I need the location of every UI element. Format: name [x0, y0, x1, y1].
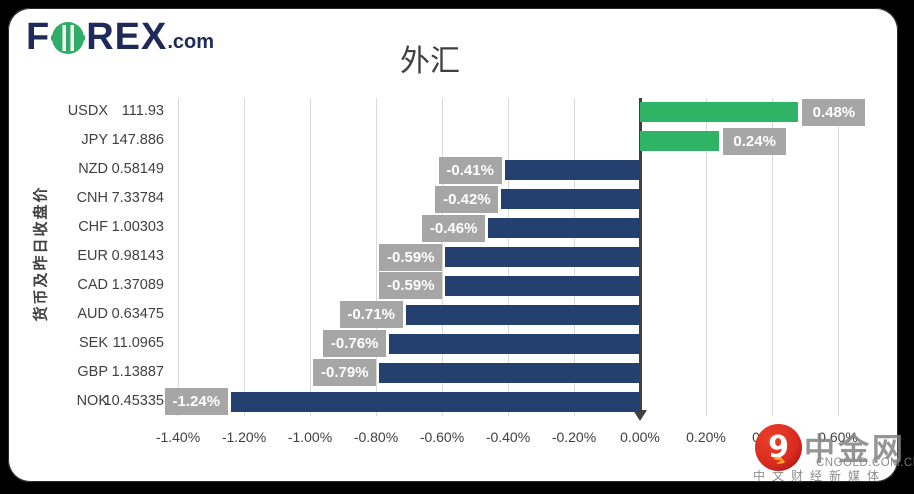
value-label-box: -0.59% [379, 272, 443, 300]
x-tick-label: -1.20% [221, 429, 267, 445]
x-gridline [244, 98, 245, 416]
x-gridline [838, 98, 839, 416]
x-tick-label: -0.80% [353, 429, 399, 445]
value-bar [405, 304, 640, 325]
x-tick-label: 0.60% [818, 429, 858, 445]
value-bar [640, 131, 720, 152]
row-close-value: 0.98143 [111, 248, 164, 264]
value-bar [501, 189, 640, 210]
value-bar [504, 160, 640, 181]
x-gridline [442, 98, 443, 416]
x-tick-label: -0.60% [419, 429, 465, 445]
x-gridline [772, 98, 773, 416]
x-gridline [706, 98, 707, 416]
value-label-box: -0.79% [313, 359, 377, 387]
value-label-box: -0.71% [339, 301, 403, 329]
row-category-label: CAD [77, 276, 108, 293]
watermark-domain: CNGOLD.COM.CN [816, 457, 914, 469]
value-bar [389, 333, 640, 354]
value-bar [379, 362, 640, 383]
row-category-label: NZD [78, 161, 108, 178]
row-close-value: 1.37089 [111, 276, 164, 293]
value-bar [445, 247, 640, 267]
x-gridline [310, 98, 311, 416]
row-category-label: AUD [77, 305, 108, 322]
value-label-box: -0.42% [435, 185, 499, 213]
watermark-name: 中金网 [804, 432, 906, 467]
zero-axis-arrow-icon [633, 410, 647, 421]
x-tick-label: 0.20% [686, 429, 726, 445]
row-close-value: 111.93 [121, 103, 164, 120]
row-category-label: CNH [76, 190, 108, 207]
x-gridline [376, 98, 377, 416]
x-tick-label: -1.40% [155, 429, 201, 445]
value-label-box: -1.24% [164, 388, 228, 416]
row-close-value: 1.00303 [111, 219, 164, 236]
row-close-value: 0.58149 [111, 161, 164, 178]
row-category-label: CHF [78, 219, 108, 236]
value-label-box: -0.59% [379, 243, 443, 271]
x-tick-label: -0.20% [551, 429, 597, 445]
value-bar [230, 391, 640, 412]
row-close-value: 1.13887 [111, 363, 164, 380]
row-category-label: SEK [78, 334, 108, 351]
row-close-value: 147.886 [111, 132, 164, 149]
row-close-value: 11.0965 [112, 334, 164, 351]
x-tick-label: 0.00% [620, 429, 660, 445]
value-label-box: -0.46% [422, 214, 486, 242]
row-category-label: JPY [81, 132, 108, 149]
value-bar [445, 275, 640, 296]
zero-axis-line [638, 98, 642, 411]
row-category-label: EUR [77, 248, 108, 264]
x-tick-label: -0.40% [485, 429, 531, 445]
value-label-box: 0.48% [802, 98, 866, 126]
forex-o-icon [51, 22, 86, 54]
row-category-label: NOK [76, 392, 108, 409]
cngold-logo-icon: 9 [755, 424, 802, 471]
x-gridline [178, 98, 179, 416]
value-bar [488, 218, 640, 239]
watermark-tagline: 中文财经新媒体 [753, 469, 887, 483]
logo-text-rex: REX [86, 16, 168, 58]
logo-text-f: F [26, 16, 51, 58]
x-tick-label: -1.00% [287, 429, 333, 445]
logo-text-com: .com [167, 31, 215, 53]
row-close-value: 10.45335 [103, 392, 164, 409]
value-label-box: 0.24% [723, 127, 787, 155]
row-category-label: GBP [77, 363, 108, 380]
row-close-value: 7.33784 [111, 190, 164, 207]
row-close-value: 0.63475 [111, 305, 164, 322]
forex-logo: F REX .com [26, 16, 214, 58]
value-label-box: -0.41% [438, 156, 502, 184]
value-bar [640, 102, 799, 123]
row-category-label: USDX [67, 103, 108, 120]
svg-text:9: 9 [768, 430, 789, 465]
value-label-box: -0.76% [323, 330, 387, 358]
chart-title: 外汇 [400, 45, 460, 78]
